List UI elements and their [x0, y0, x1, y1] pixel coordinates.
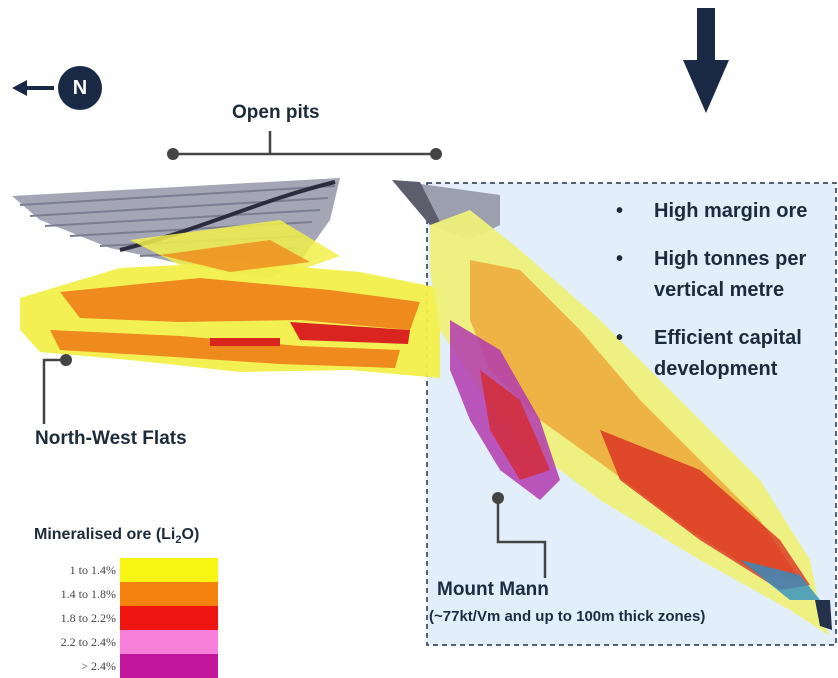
mount-mann-bracket — [492, 492, 547, 578]
legend-swatch — [120, 558, 218, 582]
legend-label: 1 to 1.4% — [69, 563, 116, 577]
open-pits-label: Open pits — [232, 102, 320, 123]
mount-mann-detail: (~77kt/Vm and up to 100m thick zones) — [429, 608, 706, 625]
north-label: N — [72, 77, 88, 99]
north-arrow-icon — [12, 66, 102, 110]
legend-swatch — [120, 654, 218, 678]
mount-mann-label: Mount Mann — [437, 579, 549, 600]
benefit-item: High margin ore — [610, 196, 838, 227]
legend-swatch — [120, 582, 218, 606]
mount-mann-orebody — [430, 210, 832, 636]
legend-label: 1.8 to 2.2% — [60, 611, 116, 625]
legend-label: 1.4 to 1.8% — [60, 587, 116, 601]
north-west-flats-label: North-West Flats — [35, 428, 187, 449]
legend-label: 2.2 to 2.4% — [60, 635, 116, 649]
benefit-item: High tonnes per vertical metre — [610, 244, 838, 306]
legend-swatch — [120, 630, 218, 654]
north-west-flats-bracket — [42, 354, 72, 424]
open-pits-bracket — [167, 131, 442, 160]
legend-swatch — [120, 606, 218, 630]
legend-label: > 2.4% — [81, 659, 116, 673]
down-arrow-icon — [683, 8, 729, 113]
legend-title: Mineralised ore (Li2O) — [34, 526, 200, 547]
benefit-item: Efficient capital development — [610, 323, 838, 385]
north-west-flats-orebody — [20, 220, 440, 378]
benefits-list: High margin ore High tonnes per vertical… — [610, 196, 838, 402]
